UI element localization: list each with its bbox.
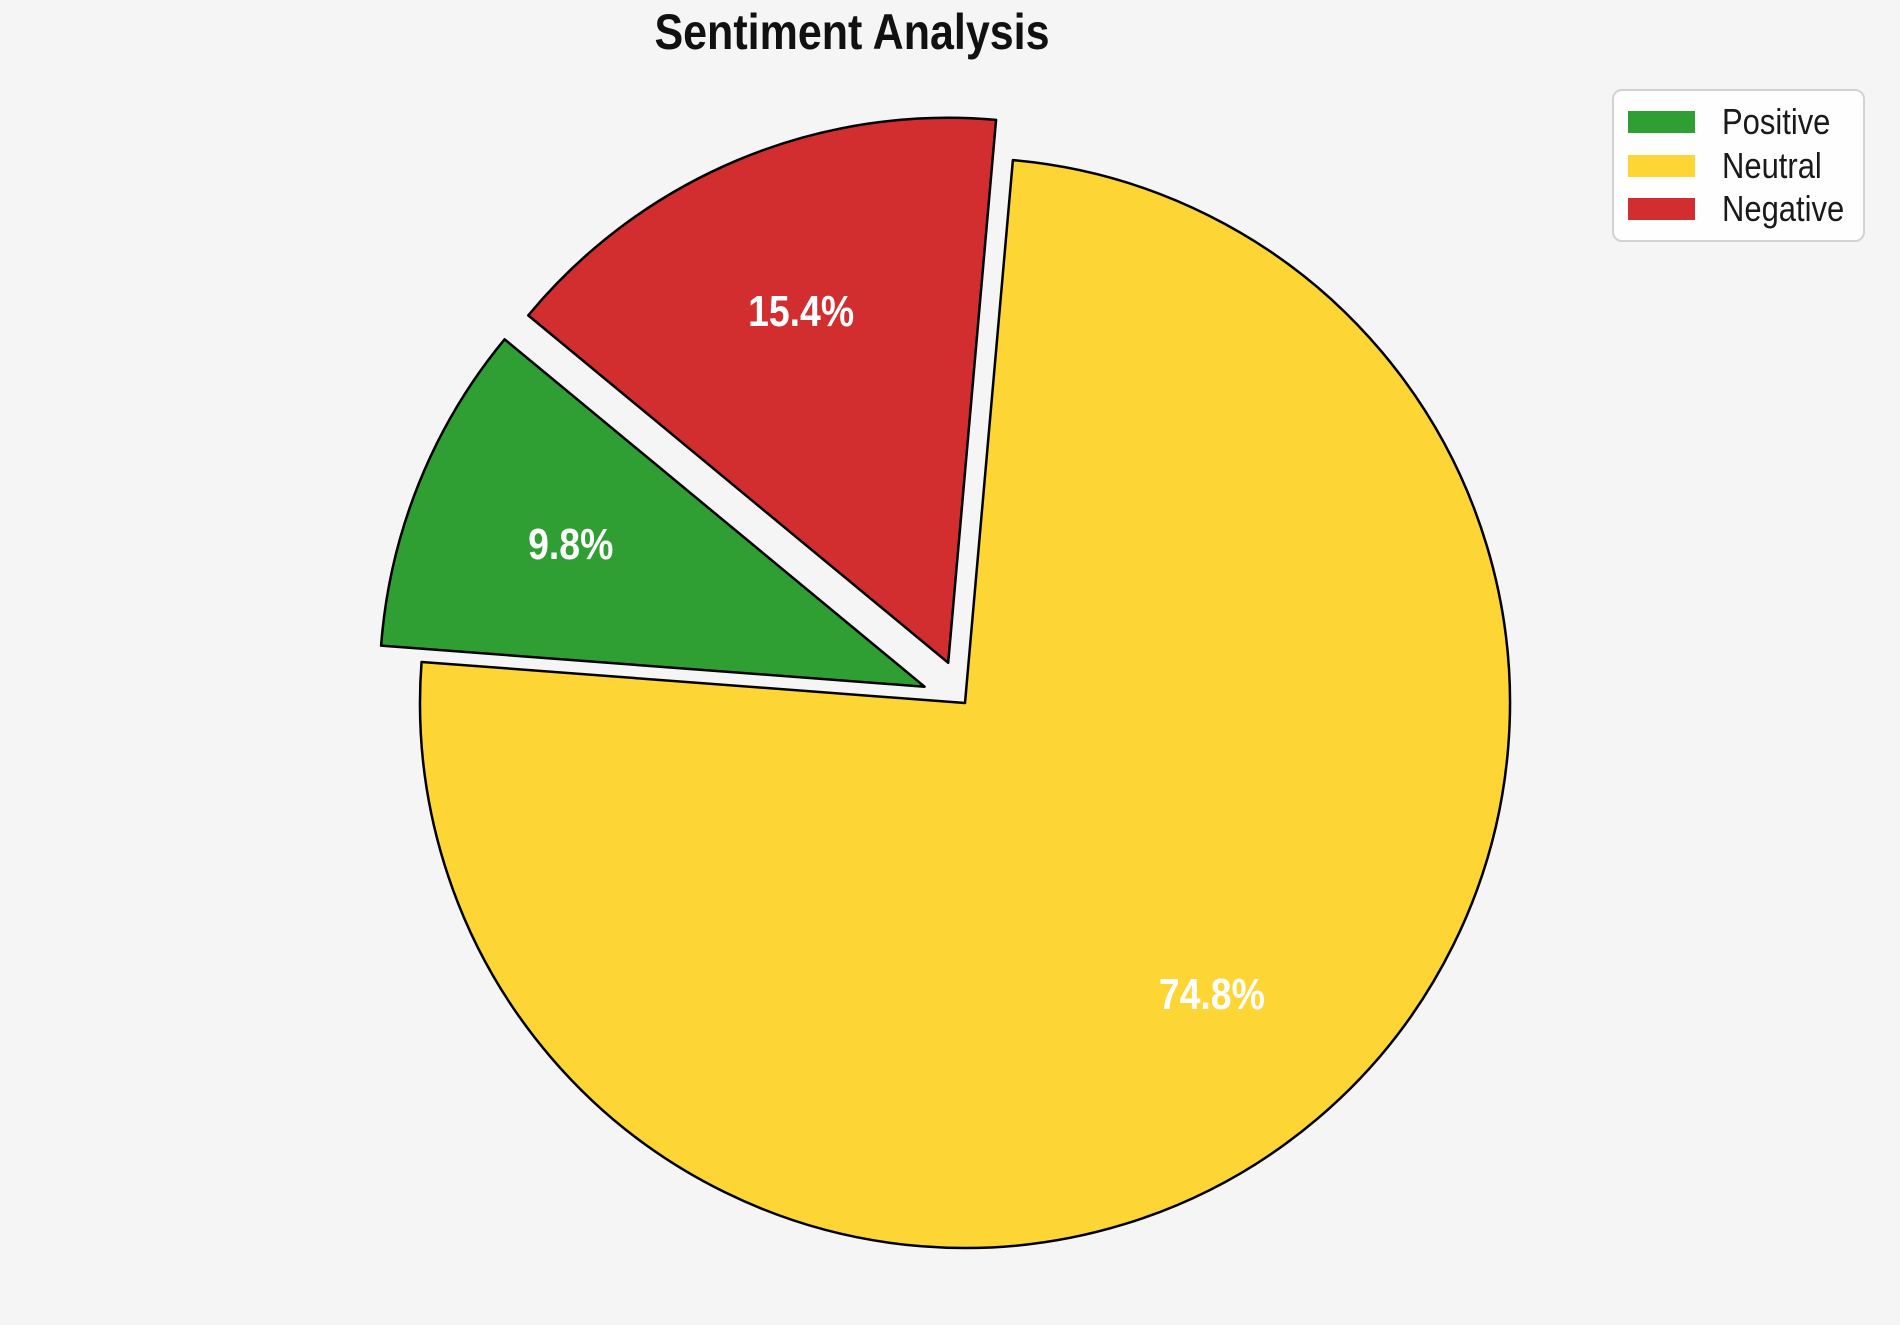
legend-swatch-positive xyxy=(1628,111,1695,133)
slice-label-negative: 15.4% xyxy=(748,286,854,336)
legend-label-positive: Positive xyxy=(1722,101,1831,142)
pie-slice-positive xyxy=(379,338,926,688)
chart-title: Sentiment Analysis xyxy=(654,4,1050,60)
legend-label-negative: Negative xyxy=(1722,188,1845,229)
pie-slice-neutral xyxy=(418,158,1512,1250)
pie-slice-negative xyxy=(527,116,998,665)
slice-label-positive: 9.8% xyxy=(528,519,613,569)
legend-item-neutral: Neutral xyxy=(1628,147,1849,185)
legend: Positive Neutral Negative xyxy=(1612,89,1865,242)
legend-swatch-neutral xyxy=(1628,154,1695,177)
legend-swatch-negative xyxy=(1628,198,1695,220)
legend-item-negative: Negative xyxy=(1628,190,1849,228)
legend-label-neutral: Neutral xyxy=(1722,144,1822,186)
slice-label-neutral: 74.8% xyxy=(1159,969,1265,1019)
legend-item-positive: Positive xyxy=(1628,103,1849,141)
